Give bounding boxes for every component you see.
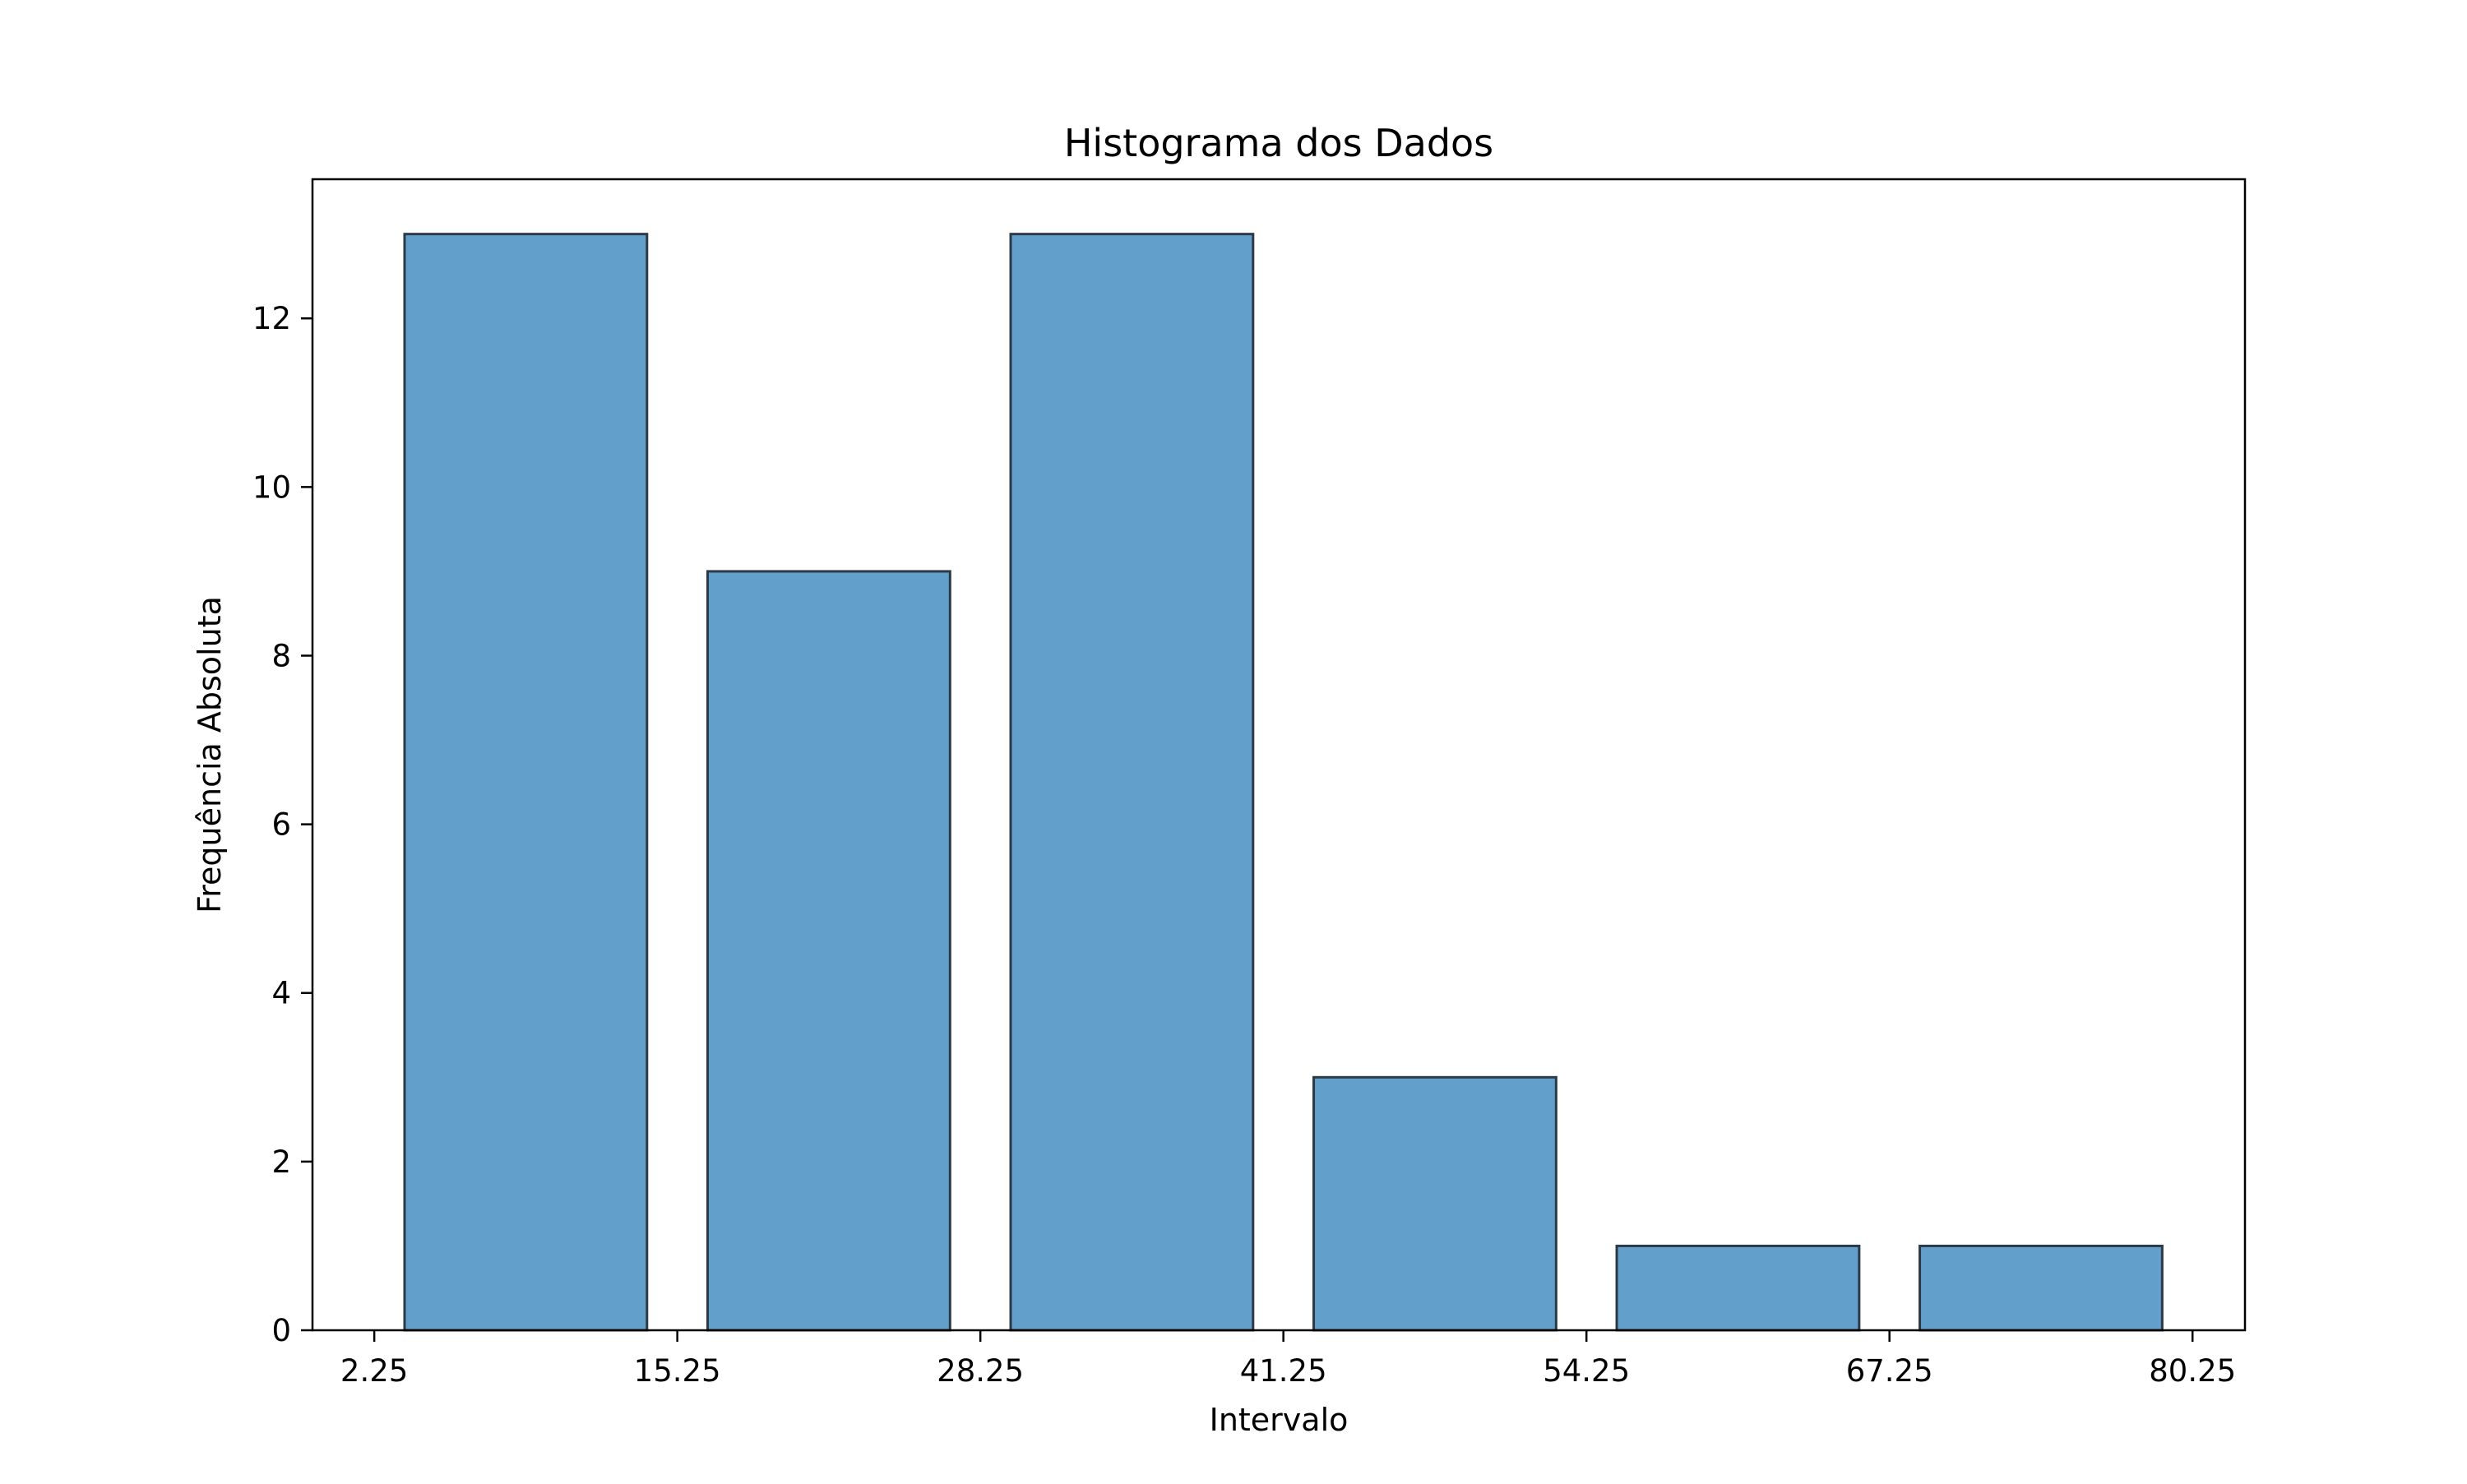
- histogram-bar-6: [1919, 1244, 2164, 1332]
- x-axis-label: Intervalo: [1210, 1402, 1349, 1438]
- y-tick-label-4: 6: [271, 807, 291, 843]
- histogram-bar-1: [403, 233, 649, 1332]
- x-tick-label-2: 15.25: [634, 1353, 721, 1389]
- x-tick-label-5: 54.25: [1543, 1353, 1630, 1389]
- y-tick-label-3: 4: [271, 976, 291, 1011]
- y-tick-label-6: 10: [252, 469, 291, 505]
- y-tick-label-2: 2: [271, 1144, 291, 1180]
- x-tick-label-4: 41.25: [1240, 1353, 1327, 1389]
- histogram-bar-4: [1312, 1075, 1557, 1332]
- y-tick-label-5: 8: [271, 638, 291, 673]
- bars-layer: [403, 233, 2164, 1332]
- plot-frame: [311, 178, 2247, 1332]
- x-tick-label-1: 2.25: [340, 1353, 408, 1389]
- chart-title: Histograma dos Dados: [1064, 121, 1493, 165]
- x-axis-ticks: 2.25 15.25 28.25 41.25 54.25 67.25 80.25: [340, 1330, 2236, 1389]
- y-tick-label-7: 12: [252, 301, 291, 336]
- histogram-bar-3: [1009, 233, 1255, 1332]
- x-tick-label-3: 28.25: [937, 1353, 1024, 1389]
- histogram-bar-5: [1615, 1244, 1861, 1332]
- y-tick-label-1: 0: [271, 1313, 291, 1348]
- x-tick-label-7: 80.25: [2149, 1353, 2236, 1389]
- y-axis-ticks: 0 2 4 6 8 10 12: [252, 301, 312, 1348]
- y-axis-label: Frequência Absoluta: [192, 596, 228, 913]
- x-tick-label-6: 67.25: [1846, 1353, 1933, 1389]
- histogram-bar-2: [706, 570, 951, 1332]
